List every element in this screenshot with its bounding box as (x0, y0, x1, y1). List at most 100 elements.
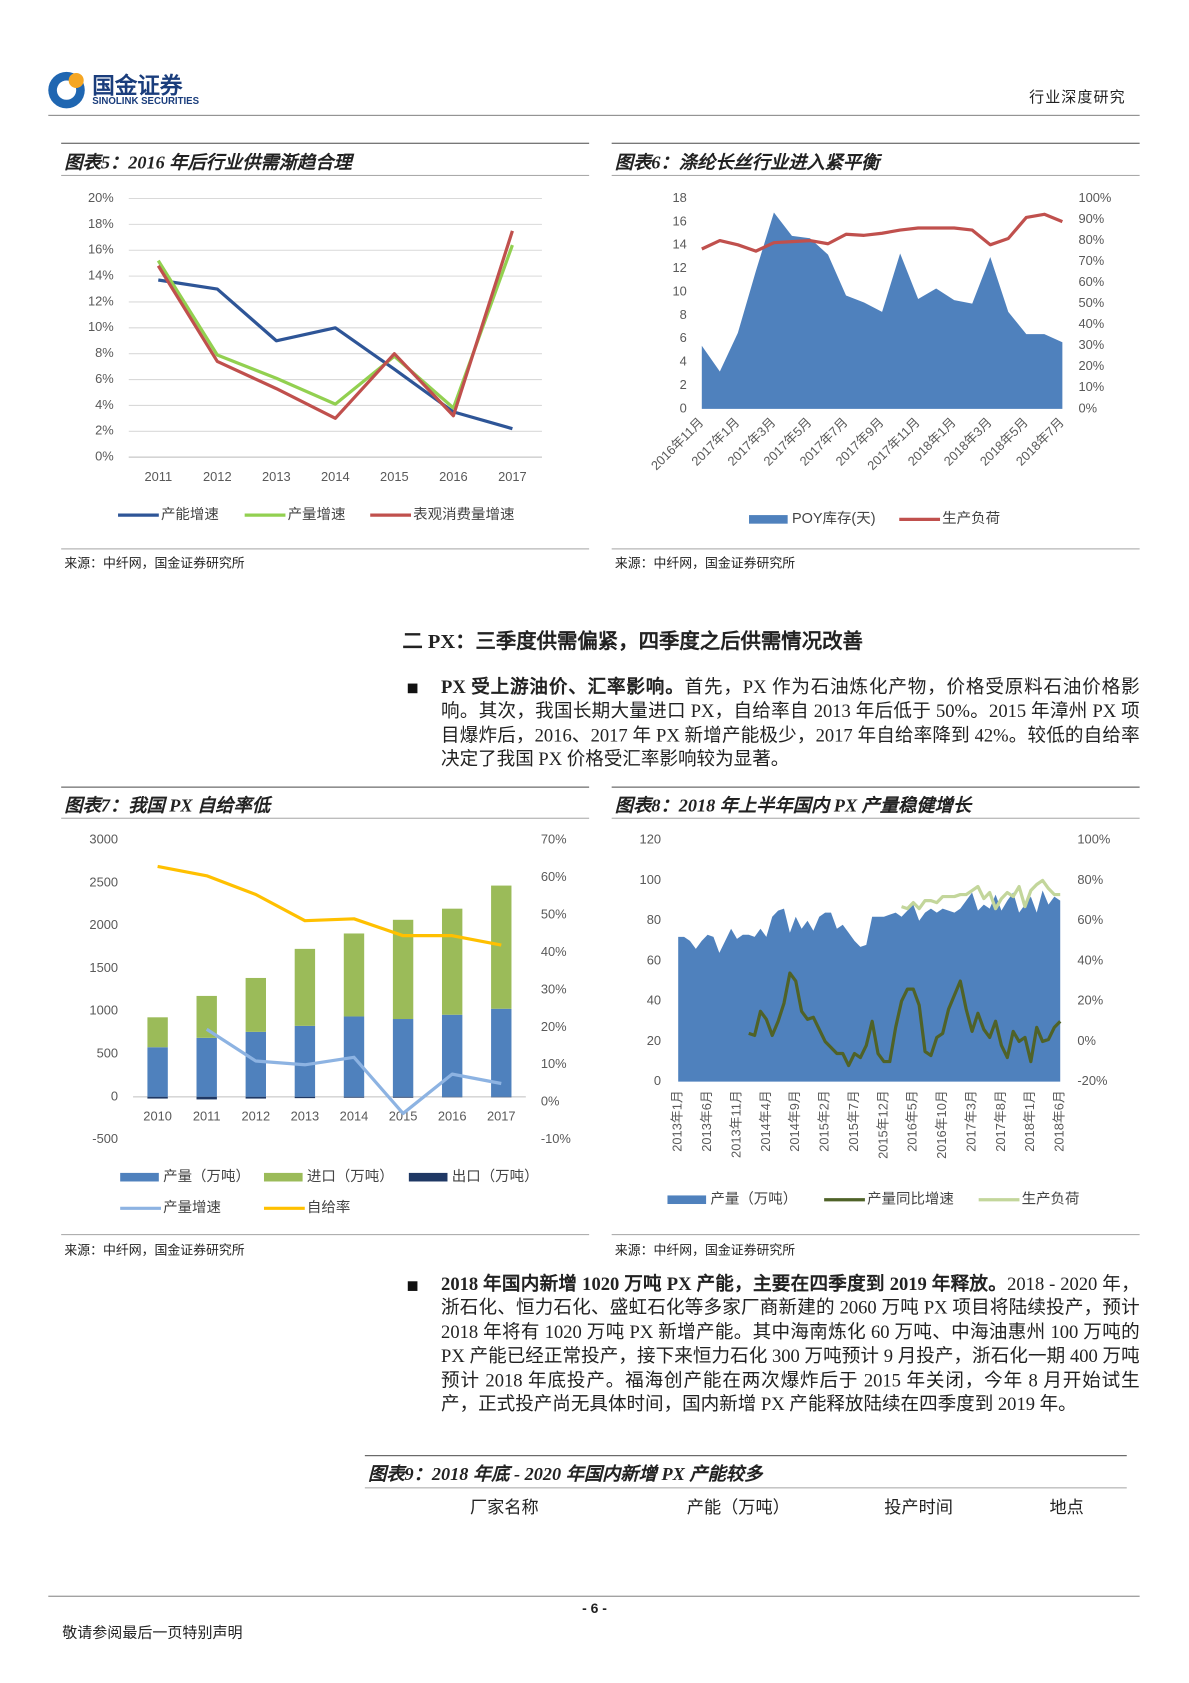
chart-source: 来源：中纤网，国金证券研究所 (64, 555, 245, 571)
legend-label: 表观消费量增速 (413, 506, 514, 523)
x-tick-label: 2014年9月 (787, 1090, 802, 1151)
y2-tick-label: 30% (1078, 337, 1104, 352)
bar (147, 1047, 168, 1097)
x-tick-label: 2011 (144, 469, 172, 484)
x-tick-label: 2016 (438, 1109, 467, 1124)
y-tick-label: 20 (647, 1033, 661, 1048)
legend-swatch (263, 1172, 303, 1182)
legend-label: 产量增速 (288, 506, 346, 523)
footer-notice: 敬请参阅最后一页特别声明 (62, 1625, 243, 1642)
y-tick-label: 18% (88, 216, 114, 231)
bar (441, 1014, 463, 1097)
x-tick-label: 2013 (262, 469, 291, 484)
title-rule (61, 786, 590, 788)
bar (294, 1096, 316, 1099)
y2-tick-label: 100% (1078, 190, 1111, 205)
legend-swatch (408, 1172, 448, 1182)
y2-tick-label: 80% (1077, 872, 1103, 887)
table-header: 产能（万吨） (686, 1499, 790, 1518)
y-tick-label: 3000 (89, 832, 118, 847)
y-tick-label: 14 (672, 237, 686, 252)
line (901, 878, 1061, 911)
area (701, 212, 1063, 409)
paragraph-text: 首先，PX 作为石油炼化产物，价格受原料石油价格影响。其次，我国长期大量进口 P… (441, 677, 1140, 770)
legend-label: 自给率 (307, 1199, 350, 1216)
y-tick-label: 1000 (89, 1003, 118, 1018)
bar (491, 1008, 512, 1097)
legend-swatch (667, 1195, 707, 1205)
title-rule (611, 142, 1140, 144)
bar (245, 1096, 266, 1099)
y-tick-label: 14% (88, 268, 114, 283)
y-tick-label: 60 (647, 952, 661, 967)
line (156, 244, 514, 410)
y-tick-label: 1500 (89, 960, 118, 975)
brand-en: SINOLINK SECURITIES (92, 95, 200, 107)
x-tick-label: 2015 (380, 469, 409, 484)
y-tick-label: 12 (672, 260, 686, 275)
legend-label: 产量增速 (163, 1199, 221, 1216)
y-tick-label: 0 (680, 400, 687, 415)
x-tick-label: 2017年8月 (993, 1090, 1008, 1151)
report-category: 行业深度研究 (1029, 90, 1126, 107)
y-tick-label: 20% (88, 190, 114, 205)
legend-label: 产能增速 (161, 506, 219, 523)
legend-label: POY库存(天) (792, 510, 876, 527)
paragraph: PX 受上游油价、汇率影响。首先，PX 作为石油炼化产物，价格受原料石油价格影响… (441, 676, 1140, 772)
x-tick-label: 2016年10月 (934, 1090, 949, 1159)
y-tick-label: 4% (95, 397, 114, 412)
chart-source: 来源：中纤网，国金证券研究所 (64, 1242, 245, 1258)
y-tick-label: 80 (647, 912, 661, 927)
y2-tick-label: -10% (541, 1131, 571, 1146)
bar (245, 1031, 266, 1097)
y2-tick-label: 0% (1077, 1033, 1096, 1048)
legend-label: 产量（万吨） (710, 1191, 797, 1208)
legend-swatch (120, 1172, 159, 1182)
y-tick-label: 6 (680, 330, 687, 345)
y-tick-label: 0 (654, 1073, 661, 1088)
x-tick-label: 2013 (291, 1109, 320, 1124)
y-tick-label: 40 (647, 993, 661, 1008)
x-tick-label: 2015年7月 (846, 1090, 861, 1151)
y2-tick-label: 60% (1078, 274, 1104, 289)
legend-label: 出口（万吨） (452, 1168, 539, 1185)
y2-tick-label: -20% (1077, 1073, 1107, 1088)
x-tick-label: 2015 (389, 1109, 418, 1124)
bar (245, 977, 266, 1032)
y2-tick-label: 40% (1078, 316, 1104, 331)
x-tick-label: 2014 (340, 1109, 369, 1124)
y2-tick-label: 0% (541, 1094, 560, 1109)
y2-tick-label: 10% (1078, 379, 1104, 394)
x-tick-label: 2013年1月 (670, 1090, 685, 1151)
line (701, 212, 1063, 253)
area (678, 890, 1061, 1082)
y-tick-label: 2000 (89, 917, 118, 932)
y2-tick-label: 30% (541, 981, 567, 996)
source-rule (611, 548, 1140, 550)
x-tick-label: 2016 (439, 469, 468, 484)
y2-tick-label: 50% (541, 906, 567, 921)
y2-tick-label: 20% (541, 1019, 567, 1034)
bar (294, 1025, 316, 1097)
paragraph-lead: PX 受上游油价、汇率影响。 (441, 677, 685, 698)
title-rule (611, 786, 1140, 788)
x-tick-label: 2012 (203, 469, 232, 484)
header-rule (48, 114, 1140, 116)
paragraph-text: 2018 - 2020 年，浙石化、恒力石化、盛虹石化等多家厂商新建的 2060… (441, 1273, 1140, 1415)
line (748, 971, 1062, 1068)
title-rule (61, 142, 590, 144)
x-tick-label: 2011 (193, 1109, 221, 1124)
table-header: 投产时间 (884, 1499, 953, 1518)
bar (491, 885, 512, 1009)
x-tick-label: 2016年5月 (905, 1090, 920, 1151)
page-number: - 6 - (582, 1599, 607, 1617)
y2-tick-label: 80% (1078, 232, 1104, 247)
source-rule (611, 1234, 1140, 1236)
y2-tick-label: 20% (1077, 993, 1103, 1008)
bar (147, 1017, 168, 1048)
y-tick-label: -500 (92, 1131, 118, 1146)
x-tick-label: 2010 (143, 1109, 172, 1124)
y-tick-label: 0 (111, 1088, 118, 1103)
legend-swatch (749, 515, 788, 524)
